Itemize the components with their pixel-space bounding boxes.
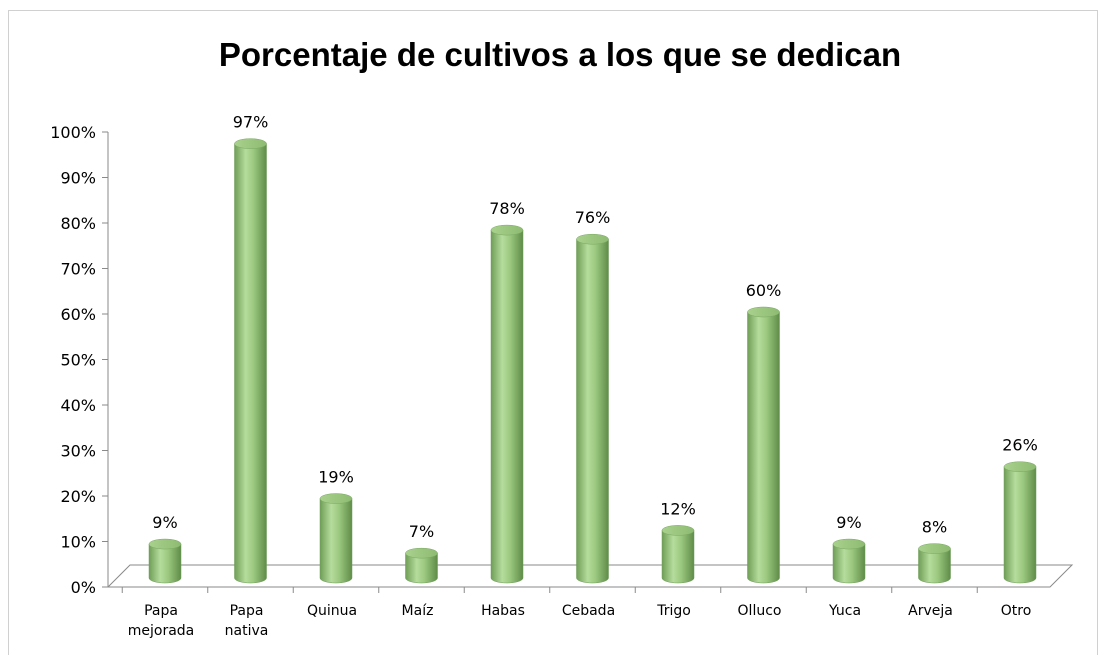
bar-body [747, 311, 780, 584]
data-label: 19% [318, 468, 354, 487]
data-label: 9% [836, 513, 861, 532]
bar-cap [148, 538, 182, 550]
chart-title: Porcentaje de cultivos a los que se dedi… [219, 36, 901, 73]
x-tick-label: Papa [144, 603, 178, 619]
data-label: 26% [1002, 436, 1038, 455]
y-tick-label: 20% [60, 487, 96, 506]
x-tick-label: Yuca [828, 603, 861, 619]
x-tick-label: Habas [481, 603, 525, 619]
x-tick-label: Arveja [908, 603, 953, 619]
bar-cap [661, 525, 695, 536]
x-tick-label: Otro [1001, 603, 1032, 619]
bar-cap [747, 306, 780, 318]
bar [405, 547, 438, 584]
y-tick-label: 100% [50, 123, 96, 142]
bar-cap [832, 538, 866, 550]
y-tick-label: 30% [60, 442, 96, 461]
bar [1003, 461, 1037, 584]
bar [918, 543, 951, 584]
bar-body [490, 229, 524, 584]
bar-body [1003, 466, 1037, 584]
data-label: 97% [233, 113, 269, 132]
bar [661, 525, 695, 584]
data-label: 78% [489, 199, 525, 218]
bar-body [832, 543, 866, 584]
bar [747, 306, 780, 584]
bar-cap [234, 138, 267, 149]
x-tick-label: Maíz [402, 603, 434, 619]
y-tick-label: 80% [60, 214, 96, 233]
bar-cap [405, 547, 438, 559]
bar [832, 538, 866, 584]
bar-cap [1003, 461, 1037, 472]
bar-body [148, 543, 182, 584]
x-tick-label: Papa [230, 603, 264, 619]
bar [234, 138, 267, 584]
bar-body [405, 552, 438, 584]
y-tick-label: 10% [60, 533, 96, 552]
y-tick-label: 70% [60, 260, 96, 279]
x-tick-label: nativa [225, 623, 269, 639]
bar [490, 224, 524, 584]
data-label: 76% [575, 208, 611, 227]
bar-body [234, 143, 267, 584]
data-label: 7% [409, 522, 434, 541]
x-tick-label: Trigo [656, 603, 691, 619]
bar [148, 538, 182, 584]
data-label: 9% [152, 513, 177, 532]
bar-body [918, 548, 951, 584]
data-label: 12% [660, 499, 696, 518]
data-label: 8% [922, 518, 947, 537]
bar [576, 233, 609, 584]
data-label: 60% [746, 281, 782, 300]
x-tick-label: Cebada [562, 603, 615, 619]
y-tick-label: 90% [60, 169, 96, 188]
bar-cap [319, 493, 353, 504]
x-tick-label: Quinua [307, 603, 357, 619]
bar-body [576, 238, 609, 584]
bar-body [661, 530, 695, 584]
chart-frame [8, 10, 1098, 655]
bar-body [319, 498, 353, 584]
y-tick-label: 40% [60, 396, 96, 415]
y-tick-label: 60% [60, 305, 96, 324]
x-tick-label: Olluco [738, 603, 782, 619]
bar-cap [576, 233, 609, 245]
bar-cap [918, 543, 951, 554]
y-tick-label: 50% [60, 351, 96, 370]
y-tick-label: 0% [71, 578, 96, 597]
bar-cap [490, 224, 524, 236]
bar [319, 493, 353, 584]
x-tick-label: mejorada [128, 623, 195, 639]
